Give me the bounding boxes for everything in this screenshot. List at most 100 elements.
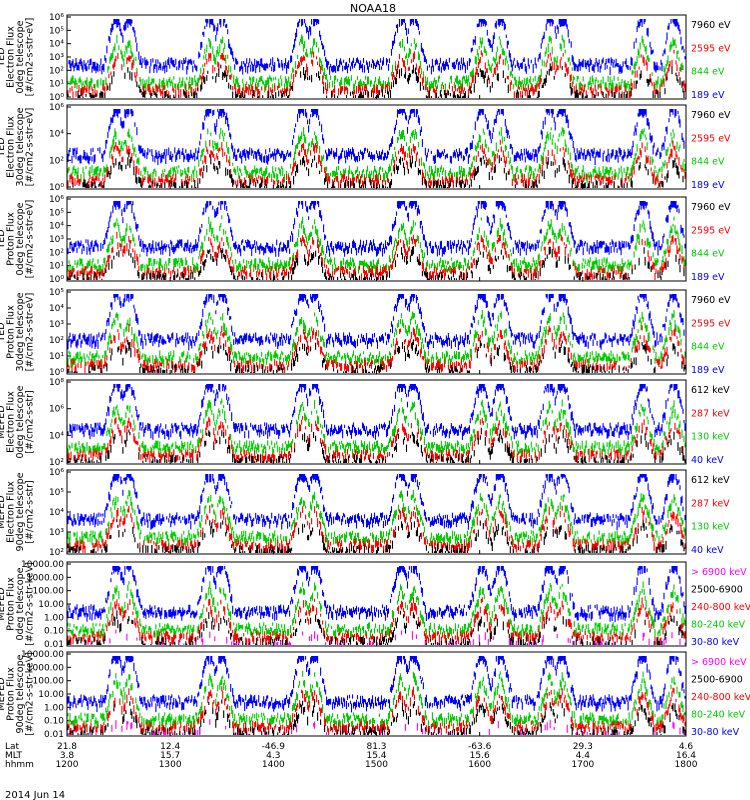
panel-7-ylabel: MEPEDProton Flux0deg telescope[#/cm2-s-s… [0,562,36,646]
legend-entry: 189 eV [691,272,725,283]
x-tick-label-mlt: 15.6 [470,751,490,761]
x-row-label: Lat [5,742,20,752]
ylabel-line: TED [0,47,7,67]
y-tick-label: 10⁶ [49,103,64,113]
panel-5-ylabel: MEPEDElectron Flux0deg telescope[#/cm2-s… [0,385,36,458]
legend-entry: 844 eV [691,249,725,260]
trace-green [66,215,686,275]
trace-red [66,49,686,98]
series-red [66,139,686,188]
x-tick-label-mlt: 15.4 [366,751,386,761]
legend-entry: 7960 eV [691,110,731,121]
ylabel-line: [#/cm2-s-str-eV] [25,200,36,279]
x-tick-label-hhmm: 1300 [159,760,182,770]
x-tick-label-hhmm: 1600 [468,760,491,770]
y-tick-label: 0.10 [44,717,64,727]
panel-1: TEDElectron Flux0deg telescope[#/cm2-s-s… [0,13,731,103]
series-green [67,581,686,640]
legend-entry: 287 keV [691,408,730,419]
y-tick-label: 10² [49,66,64,76]
panel-3-ylabel: TEDProton Flux0deg telescope[#/cm2-s-str… [0,200,36,279]
ylabel-line: 0deg telescope [15,20,26,93]
panel-1-ylabel: TEDElectron Flux0deg telescope[#/cm2-s-s… [0,18,36,97]
y-tick-label: 1000.00 [27,663,64,673]
x-tick-label-lat: -63.6 [468,742,492,752]
legend-entry: 612 keV [691,475,730,486]
series-black [67,246,685,280]
series-blue [66,201,686,257]
panel-2-ylabel: TEDElectron Flux30deg telescope[#/cm2-s-… [0,107,36,186]
trace-black [67,427,686,463]
y-tick-label: 1.00 [44,703,64,713]
series-red [66,686,686,735]
panel-4-ylabel: TEDProton Flux30deg telescope[#/cm2-s-st… [0,292,36,371]
series-blue [67,474,686,530]
y-tick-label: 10⁰ [49,93,64,103]
legend-entry: 189 eV [691,365,725,376]
panel-5: MEPEDElectron Flux0deg telescope[#/cm2-s… [0,378,730,468]
ylabel-line: 90deg telescope [15,654,26,733]
series-red [66,49,686,98]
y-tick-label: 10⁶ [49,468,64,478]
ylabel-line: Proton Flux [6,212,17,266]
ylabel-line: [#/cm2-s-str-keV] [25,652,36,736]
ylabel-line: [#/cm2-s-str] [25,480,36,543]
x-tick-label-hhmm: 1400 [262,760,285,770]
panel-8: MEPEDProton Flux90deg telescope[#/cm2-s-… [0,650,750,740]
legend-entry: 30-80 keV [691,637,740,648]
trace-blue [67,474,686,530]
y-tick-label: 10⁶ [49,195,64,205]
y-tick-label: 10³ [49,528,64,538]
x-row-label: hhmm [5,760,34,770]
legend-entry: 844 eV [691,67,725,78]
x-tick-label-lat: -46.9 [262,742,286,752]
x-tick-label-lat: 4.6 [679,742,694,752]
y-tick-label: 10⁴ [49,431,64,441]
y-tick-label: 10.00 [38,690,64,700]
legend-entry: 30-80 keV [691,727,740,738]
legend-entry: 844 eV [691,342,725,353]
legend-entry: 80-240 keV [691,710,746,721]
legend-entry: 7960 eV [691,20,731,31]
series-blue [66,566,686,623]
ylabel-line: 90deg telescope [15,472,26,551]
y-tick-label: 10³ [49,320,64,330]
trace-blue [66,109,685,166]
trace-magenta [85,629,686,645]
y-tick-label: 0.10 [44,627,64,637]
y-tick-label: 10⁴ [49,40,64,50]
trace-blue [66,294,685,351]
legend-entry: > 6900 keV [691,567,747,578]
ylabel-line: TED [0,137,7,157]
trace-magenta [67,719,685,735]
y-tick-label: 10000.00 [21,650,64,660]
x-tick-label-mlt: 15.7 [160,751,180,761]
y-tick-label: 10⁵ [49,488,64,498]
ylabel-line: MEPED [0,495,7,528]
y-tick-label: 10⁴ [49,508,64,518]
x-tick-label-mlt: 4.4 [576,751,591,761]
legend-entry: 189 eV [691,180,725,191]
ylabel-line: Electron Flux [6,26,17,88]
legend-entry: 612 keV [691,385,730,396]
x-tick-label-hhmm: 1200 [56,760,79,770]
legend-entry: 80-240 keV [691,620,746,631]
trace-black [67,246,685,280]
legend-entry: 40 keV [691,455,724,466]
series-blue [66,109,685,166]
trace-green [67,581,686,640]
ylabel-line: MEPED [0,405,7,438]
series-black [72,152,684,188]
legend-entry: 2595 eV [691,225,731,236]
ylabel-line: MEPED [0,587,7,620]
trace-blue [66,201,686,257]
series-black [67,339,686,373]
series-blue [66,294,685,351]
series-magenta [67,719,685,735]
ylabel-line: 0deg telescope [15,567,26,640]
panel-8-ylabel: MEPEDProton Flux90deg telescope[#/cm2-s-… [0,652,36,736]
ylabel-line: TED [0,229,7,249]
ylabel-line: Proton Flux [6,577,17,631]
legend-entry: 2595 eV [691,43,731,54]
